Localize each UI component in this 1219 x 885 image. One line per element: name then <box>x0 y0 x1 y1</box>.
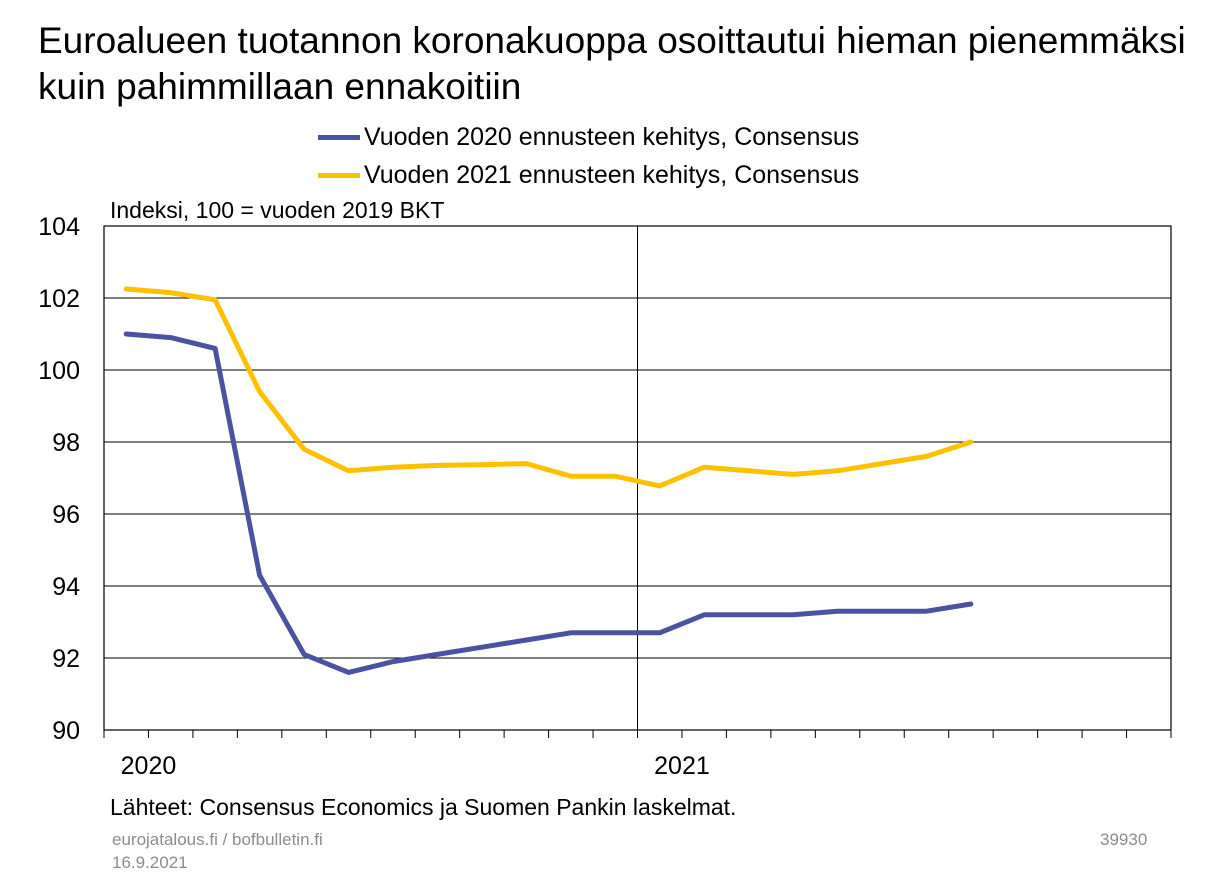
x-tick-label-2020: 2020 <box>121 752 177 780</box>
legend-item-2020: Vuoden 2020 ennusteen kehitys, Consensus <box>318 118 859 156</box>
footer-date: 16.9.2021 <box>112 853 188 872</box>
legend-swatch-2021 <box>318 172 360 178</box>
y-tick-label-92: 92 <box>52 645 80 673</box>
y-tick-label-90: 90 <box>52 717 80 745</box>
legend-item-2021: Vuoden 2021 ennusteen kehitys, Consensus <box>318 156 859 194</box>
y-tick-label-100: 100 <box>38 357 80 385</box>
y-tick-label-102: 102 <box>38 285 80 313</box>
y-axis-unit-label: Indeksi, 100 = vuoden 2019 BKT <box>110 197 445 223</box>
x-tick-label-2021: 2021 <box>654 752 710 780</box>
chart-legend: Vuoden 2020 ennusteen kehitys, Consensus… <box>318 118 859 194</box>
series-line-2020 <box>123 331 974 675</box>
y-tick-label-98: 98 <box>52 429 80 457</box>
legend-swatch-2020 <box>318 134 360 140</box>
y-tick-label-104: 104 <box>38 213 80 241</box>
legend-label-2020: Vuoden 2020 ennusteen kehitys, Consensus <box>364 122 860 151</box>
legend-label-2021: Vuoden 2021 ennusteen kehitys, Consensus <box>364 160 860 189</box>
chart-title: Euroalueen tuotannon koronakuoppa osoitt… <box>38 20 1186 107</box>
y-tick-label-94: 94 <box>52 573 80 601</box>
series-line-2021 <box>123 286 974 489</box>
y-tick-label-96: 96 <box>52 501 80 529</box>
footer-code: 39930 <box>1100 830 1148 849</box>
footer-site: eurojatalous.fi / bofbulletin.fi <box>112 830 323 849</box>
source-note: Lähteet: Consensus Economics ja Suomen P… <box>110 794 737 820</box>
